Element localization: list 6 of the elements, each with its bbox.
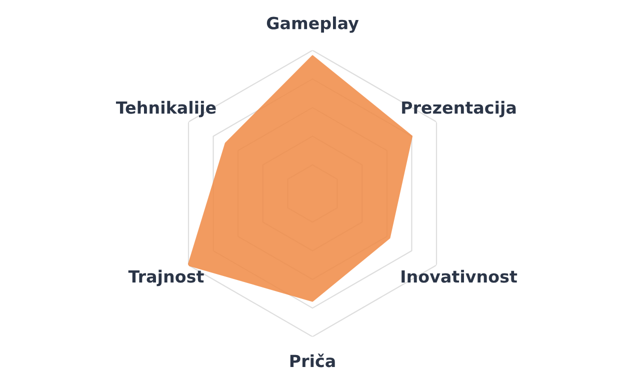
spoke-label: Trajnost [128, 270, 204, 286]
spoke-label: Inovativnost [402, 270, 518, 283]
spoke-label: Prezentacija [402, 100, 516, 118]
spoke-label: Tehnikalije [116, 100, 216, 118]
spoke-label: Gameplay [266, 16, 359, 33]
spoke-label: Priča [290, 354, 335, 368]
